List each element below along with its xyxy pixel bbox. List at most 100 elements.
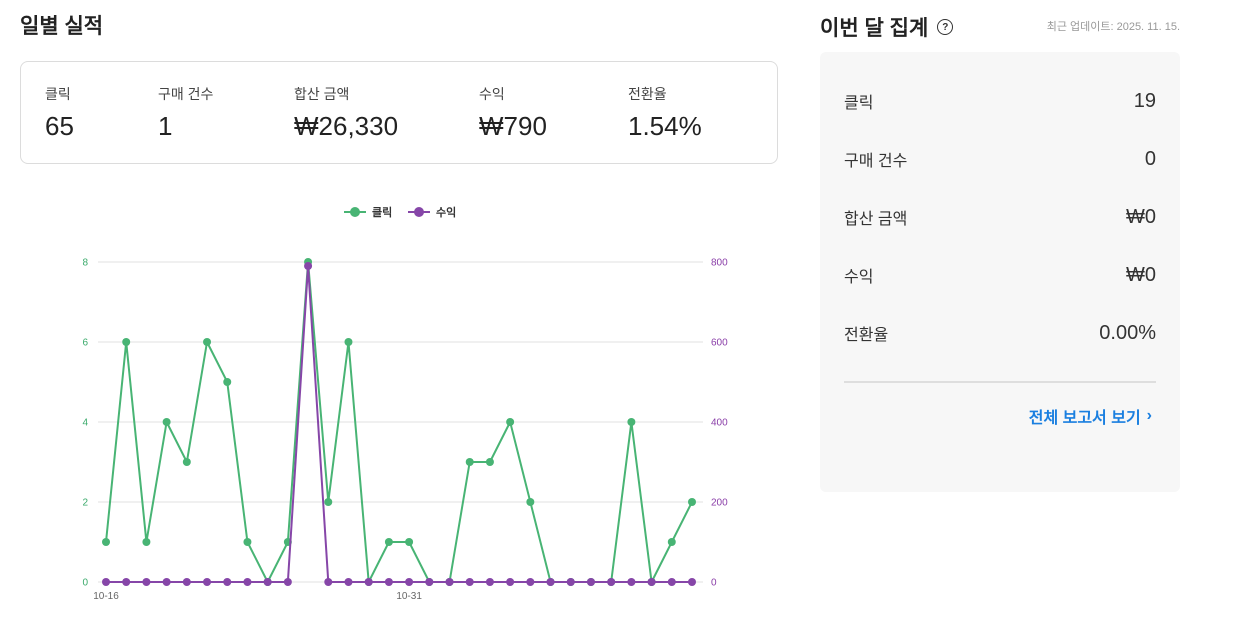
last-updated-text: 최근 업데이트: 2025. 11. 15. <box>1046 21 1180 33</box>
data-point <box>405 578 414 586</box>
monthly-row-label: 수익 <box>844 269 874 286</box>
data-point <box>324 578 333 586</box>
data-point <box>465 458 474 466</box>
data-point <box>203 338 212 346</box>
monthly-row-label: 구매 건수 <box>844 153 908 170</box>
metric-label: 합산 금액 <box>294 86 350 102</box>
data-point <box>243 578 252 586</box>
data-point <box>263 578 272 586</box>
data-point <box>627 578 636 586</box>
legend-marker <box>350 207 360 217</box>
daily-line-chart: 0 2 4 6 8 0 200 400 600 800 10-16 10-31 클릭 수익 <box>0 190 790 610</box>
monthly-row-purchases: 구매 건수 0 <box>844 147 1156 171</box>
question-circle-icon[interactable]: ? <box>937 19 954 35</box>
metric-value: 65 <box>45 111 74 141</box>
data-point <box>162 418 171 426</box>
data-point <box>485 578 494 586</box>
data-point <box>142 538 151 546</box>
data-point <box>506 418 515 426</box>
legend-label: 클릭 <box>372 206 392 219</box>
monthly-row-revenue: 수익 ₩0 <box>844 263 1156 287</box>
data-point <box>425 578 434 586</box>
monthly-row-label: 합산 금액 <box>844 211 908 228</box>
monthly-row-label: 전환율 <box>844 327 889 344</box>
full-report-link[interactable]: 전체 보고서 보기 › <box>1029 404 1152 428</box>
x-tick-label: 10-31 <box>396 591 422 602</box>
data-point <box>223 578 232 586</box>
x-tick-label: 10-16 <box>93 591 119 602</box>
monthly-summary-title: 이번 달 집계 ? <box>820 12 954 42</box>
data-point <box>203 578 212 586</box>
data-point <box>162 578 171 586</box>
monthly-row-value: 0.00% <box>1099 321 1156 344</box>
data-point <box>688 578 696 586</box>
data-point <box>384 538 393 546</box>
data-point <box>122 338 131 346</box>
y-right-tick-label: 0 <box>711 578 717 589</box>
metric-total-amount: 합산 금액 ₩26,330 <box>294 84 398 142</box>
data-point <box>102 578 110 586</box>
data-point <box>526 578 535 586</box>
data-point <box>384 578 393 586</box>
metric-value: 1 <box>158 111 173 141</box>
y-right-tick-label: 200 <box>711 498 728 509</box>
monthly-divider <box>844 381 1156 383</box>
data-point <box>142 578 151 586</box>
data-point <box>283 578 292 586</box>
metric-value: 1.54% <box>628 111 702 141</box>
metric-label: 수익 <box>479 86 505 102</box>
data-point <box>182 458 191 466</box>
data-point <box>445 578 454 586</box>
chart-svg: 0 2 4 6 8 0 200 400 600 800 10-16 10-31 클릭 수익 <box>82 206 728 602</box>
metric-purchases: 구매 건수 1 <box>158 84 213 142</box>
monthly-row-value: ₩0 <box>1126 263 1156 286</box>
monthly-title-text: 이번 달 집계 <box>820 17 929 40</box>
monthly-row-conversion-rate: 전환율 0.00% <box>844 321 1156 345</box>
metric-label: 구매 건수 <box>158 86 214 102</box>
y-right-tick-label: 400 <box>711 418 728 429</box>
daily-performance-title: 일별 실적 <box>20 15 104 38</box>
monthly-summary-card: 클릭 19 구매 건수 0 합산 금액 ₩0 수익 ₩0 전환율 0.00% 전… <box>820 52 1180 492</box>
data-point <box>607 578 616 586</box>
y-right-tick-label: 600 <box>711 338 728 349</box>
data-point <box>506 578 515 586</box>
metric-value: ₩26,330 <box>294 111 399 141</box>
data-point <box>243 538 252 546</box>
data-point <box>364 578 373 586</box>
y-left-tick-label: 8 <box>82 258 88 269</box>
monthly-row-total-amount: 합산 금액 ₩0 <box>844 205 1156 229</box>
legend-label: 수익 <box>436 206 456 219</box>
data-point <box>688 498 696 506</box>
y-left-tick-label: 4 <box>82 418 88 429</box>
data-point <box>586 578 595 586</box>
data-point <box>566 578 575 586</box>
metric-label: 클릭 <box>45 86 71 102</box>
metric-value: ₩790 <box>479 111 547 141</box>
y-left-tick-label: 6 <box>82 338 88 349</box>
data-point <box>667 538 676 546</box>
data-point <box>122 578 131 586</box>
legend-marker <box>414 207 424 217</box>
full-report-link-label: 전체 보고서 보기 <box>1028 410 1141 427</box>
daily-summary-card: 클릭 65 구매 건수 1 합산 금액 ₩26,330 수익 ₩790 전환율 … <box>20 61 778 164</box>
metric-revenue: 수익 ₩790 <box>479 84 547 142</box>
data-point <box>485 458 494 466</box>
metric-clicks: 클릭 65 <box>45 84 74 142</box>
monthly-row-value: 0 <box>1144 147 1156 170</box>
monthly-row-label: 클릭 <box>844 95 874 112</box>
data-point <box>667 578 676 586</box>
metric-label: 전환율 <box>628 86 667 102</box>
data-point <box>526 498 535 506</box>
data-point <box>344 338 353 346</box>
metric-conversion-rate: 전환율 1.54% <box>628 84 702 142</box>
monthly-row-clicks: 클릭 19 <box>844 89 1156 113</box>
chevron-right-icon: › <box>1146 407 1152 424</box>
data-point <box>627 418 636 426</box>
data-point <box>102 538 110 546</box>
y-left-tick-label: 0 <box>82 578 88 589</box>
data-point <box>546 578 555 586</box>
data-point <box>324 498 333 506</box>
monthly-row-value: 19 <box>1133 89 1156 112</box>
monthly-row-value: ₩0 <box>1126 205 1156 228</box>
data-point <box>647 578 656 586</box>
